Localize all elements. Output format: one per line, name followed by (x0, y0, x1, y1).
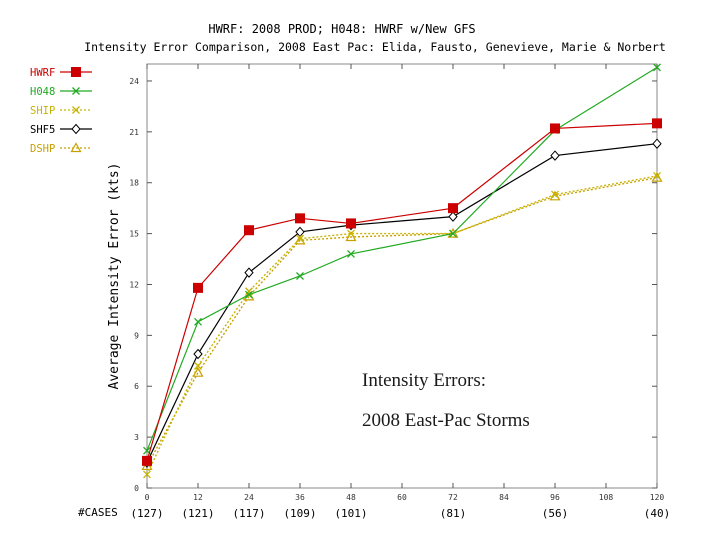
case-count: (81) (440, 507, 467, 520)
y-tick-label: 9 (134, 331, 139, 340)
chart-title-line2: Intensity Error Comparison, 2008 East Pa… (84, 40, 666, 54)
data-point-shf5 (448, 211, 458, 222)
data-point-dshp (294, 234, 306, 245)
legend-label-ship: SHIP (30, 105, 55, 117)
annotation-line1: Intensity Errors: (362, 370, 487, 391)
series-line-h048 (146, 66, 658, 451)
data-point-ship (347, 229, 355, 238)
data-point-hwrf (550, 123, 560, 134)
data-point-dshp (447, 227, 459, 238)
x-tick-label: 60 (397, 493, 407, 502)
data-point-shf5 (550, 150, 560, 161)
case-count: (56) (542, 507, 569, 520)
legend-marker-h048 (72, 87, 80, 95)
data-point-ship (143, 470, 151, 479)
legend-label-dshp: DSHP (30, 143, 55, 155)
x-tick-label: 48 (346, 493, 356, 502)
data-point-h048 (245, 290, 253, 299)
series-line-shf5 (146, 143, 658, 463)
data-point-ship (194, 361, 202, 370)
x-tick-label: 108 (599, 493, 614, 502)
legend-label-h048: H048 (30, 86, 55, 98)
y-tick-label: 21 (129, 128, 139, 137)
case-count: (109) (283, 507, 316, 520)
x-tick-label: 72 (448, 493, 458, 502)
x-tick-label: 36 (295, 493, 305, 502)
x-tick-label: 84 (499, 493, 509, 502)
data-point-shf5 (244, 267, 254, 278)
y-axis-label: Average Intensity Error (kts) (107, 163, 122, 390)
data-point-dshp (651, 171, 663, 182)
y-tick-label: 15 (129, 230, 139, 239)
y-tick-label: 6 (134, 382, 139, 391)
case-count: (101) (334, 507, 367, 520)
legend-marker-hwrf (71, 67, 81, 77)
series-line-hwrf (146, 122, 658, 462)
x-tick-label: 120 (650, 493, 665, 502)
case-count: (121) (181, 507, 214, 520)
case-count: (40) (644, 507, 671, 520)
data-point-hwrf (142, 455, 152, 466)
data-point-dshp (549, 190, 561, 201)
cases-label: #CASES (78, 506, 118, 519)
legend-label-hwrf: HWRF (30, 67, 55, 79)
data-point-hwrf (652, 118, 662, 129)
annotation-line2: 2008 East-Pac Storms (362, 410, 530, 431)
chart-title-line1: HWRF: 2008 PROD; H048: HWRF w/New GFS (208, 22, 476, 36)
data-point-h048 (653, 63, 661, 72)
x-tick-label: 0 (145, 493, 150, 502)
data-point-hwrf (295, 213, 305, 224)
data-point-ship (296, 234, 304, 243)
y-tick-label: 0 (134, 484, 139, 493)
legend-marker-shf5 (71, 123, 81, 135)
case-count: (127) (130, 507, 163, 520)
data-point-h048 (347, 249, 355, 258)
legend-marker-ship (72, 106, 80, 114)
data-point-h048 (449, 229, 457, 238)
data-point-h048 (296, 272, 304, 280)
x-tick-label: 24 (244, 493, 254, 502)
series-line-ship (146, 175, 658, 475)
data-point-shf5 (652, 138, 662, 149)
y-tick-label: 24 (129, 77, 139, 86)
data-point-hwrf (346, 218, 356, 229)
case-count: (117) (232, 507, 265, 520)
x-tick-label: 96 (550, 493, 560, 502)
legend-label-shf5: SHF5 (30, 124, 55, 136)
data-point-ship (551, 190, 559, 199)
data-point-h048 (194, 317, 202, 326)
y-tick-label: 3 (134, 433, 139, 442)
series-line-dshp (146, 176, 658, 467)
y-tick-label: 12 (129, 280, 139, 289)
legend-marker-dshp (70, 142, 82, 153)
y-tick-label: 18 (129, 179, 139, 188)
data-point-shf5 (193, 348, 203, 360)
data-point-hwrf (193, 282, 203, 293)
x-tick-label: 12 (193, 493, 203, 502)
data-point-ship (653, 171, 661, 180)
data-point-hwrf (244, 225, 254, 236)
data-point-hwrf (448, 203, 458, 214)
